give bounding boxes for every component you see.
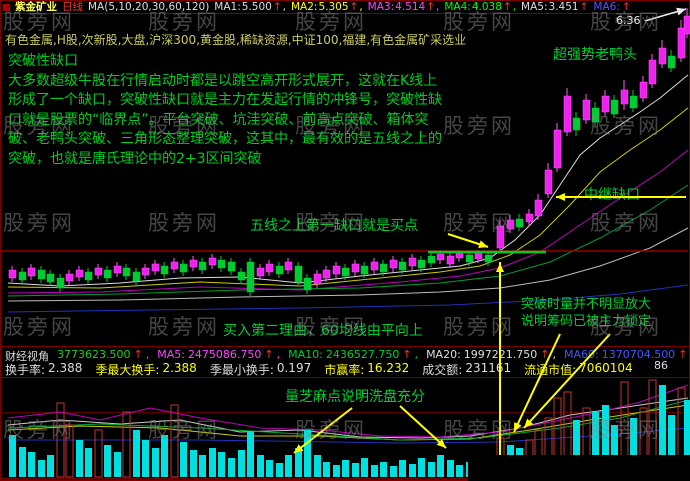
ma5-value: MA5: 3.451 ↑ [521,1,589,13]
stat-max-turnover: 季最大换手: 2.388 [95,361,197,377]
period-tab-daily[interactable]: 日线 [62,1,83,13]
ma4-value: MA4: 4.038 ↑, [444,1,517,13]
paragraph-title: 突破性缺口 [8,53,78,69]
finance-ma10: MA10: 2436527.750 ↑, [288,348,419,361]
title-bar: 紫金矿业 日线 MA(5,10,20,30,60,120) MA1: 5.500 ↑… [3,1,631,13]
finance-view-selector[interactable]: 财经视角 [5,350,49,363]
truncated-value: 86 [654,359,668,372]
stock-name: 紫金矿业 [15,1,57,13]
annotation-paragraph: 突破性缺口 大多数超级牛股在行情启动时都是以跳空高开形式展开，这就在K线上 形成… [8,52,486,169]
note-buy-point: 五线之上第一缺口就是买点 [250,218,418,234]
stat-float-cap: 流通市值: 7060104 [524,361,633,377]
note-sesame: 量芝麻点说明洗盘充分 [285,389,425,405]
stat-min-turnover: 季最小换手: 0.197 [209,361,312,377]
stat-pe-ratio: 市赢率: 16.232 [324,361,410,377]
ma2-value: MA2: 5.305 ↑, [290,1,363,13]
finance-ma5: MA5: 2475086.750 ↑, [157,348,281,361]
last-price-label: 6.36 [616,14,641,27]
note-buy-reason: 买入第二理由，60均线由平向上 [223,323,423,339]
finance-main-value: 3773623.500 ↑, [57,348,150,361]
sector-tags: 有色金属,H股,次新股,大盘,沪深300,黄金股,稀缺资源,中证100,福建,有… [5,33,467,47]
ma1-value: MA1: 5.500 ↑, [214,1,286,13]
ma3-value: MA3: 4.514 ↑, [367,1,440,13]
stat-amount: 成交额: 231161 [422,361,512,377]
stat-turnover: 换手率: 2.388 [5,361,83,377]
finance-stats-row: 换手率: 2.388 季最大换手: 2.388 季最小换手: 0.197 市赢率: 16… [5,361,633,378]
note-volume: 突破时量并不明显放大 说明筹码已被主力锁定 [521,297,652,329]
app-icon [3,3,10,11]
ma-settings-label: MA(5,10,20,30,60,120) [88,1,210,13]
ma6-value: MA6: ↑ [593,1,631,13]
note-relay-gap: 中继缺口 [584,187,640,203]
note-duck-head: 超强势老鸭头 [553,47,637,63]
